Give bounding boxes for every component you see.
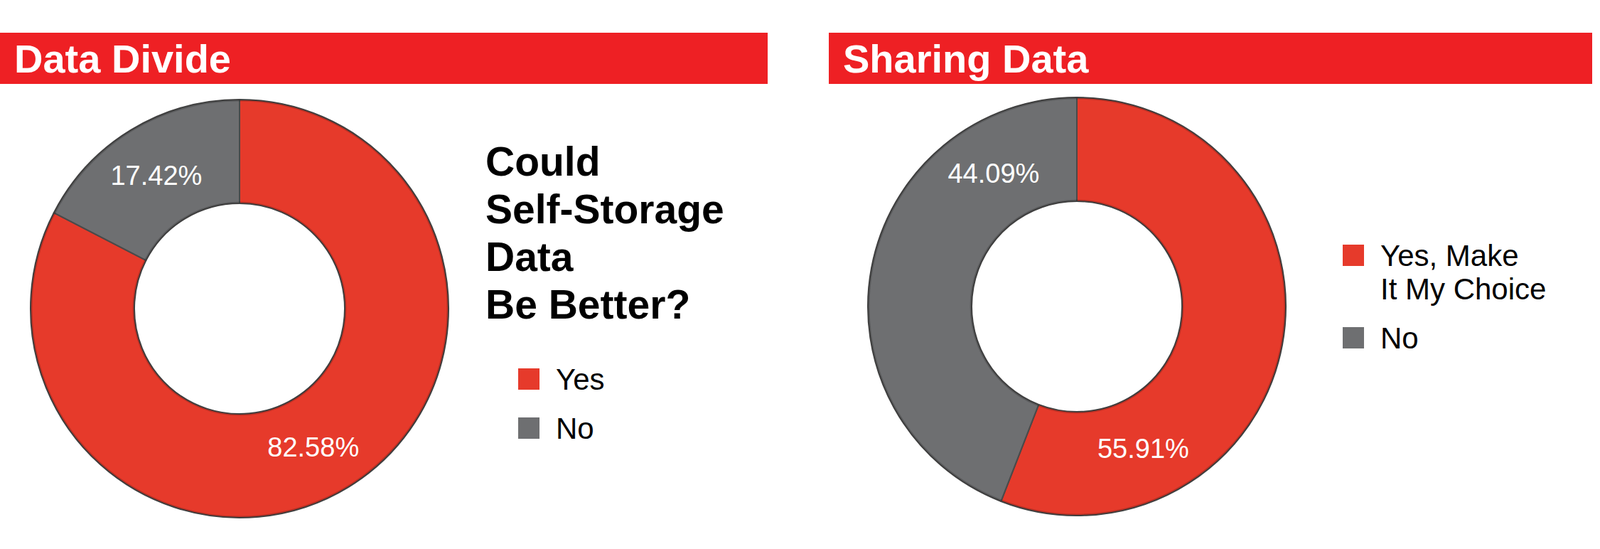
legend-label: Yes	[555, 362, 605, 396]
legend-label-line: Yes, Make	[1380, 238, 1519, 273]
legend-label: No	[1380, 321, 1419, 355]
legend-label: Yes, MakeIt My Choice	[1380, 238, 1546, 306]
legend: Yes No	[518, 362, 605, 445]
data-label: 44.09%	[947, 158, 1040, 189]
chart-title: Data Divide	[14, 36, 232, 82]
data-label: 55.91%	[1097, 433, 1190, 464]
data-label: 17.42%	[110, 160, 202, 191]
rim	[970, 200, 1183, 413]
slices	[30, 99, 449, 518]
subtitle-line: Self-Storage	[485, 186, 725, 232]
rim	[133, 202, 346, 415]
subtitle: CouldSelf-StorageDataBe Better?	[485, 138, 725, 327]
subtitle-line: Be Better?	[485, 281, 691, 327]
legend-label: No	[555, 411, 595, 445]
legend-swatch	[1342, 326, 1365, 349]
chart-title: Sharing Data	[843, 36, 1089, 82]
subtitle-line: Could	[485, 138, 600, 185]
legend-label-line: Yes	[555, 362, 605, 396]
legend: Yes, MakeIt My Choice No	[1342, 238, 1546, 355]
title-bar	[0, 32, 768, 84]
chart-canvas: Data Divide 82.58% 17.42% CouldSelf-Storage…	[0, 0, 1600, 549]
chart: Data Divide 82.58% 17.42% CouldSelf-Storage…	[0, 32, 768, 518]
legend-swatch	[518, 368, 540, 390]
legend-swatch	[518, 417, 540, 439]
slice	[30, 99, 449, 518]
slice	[54, 99, 240, 261]
title-bar	[828, 32, 1593, 84]
subtitle-line: Data	[485, 233, 575, 280]
background	[0, 0, 1600, 549]
data-label: 82.58%	[267, 432, 359, 463]
slice	[867, 97, 1077, 502]
slices	[867, 97, 1286, 516]
legend-swatch	[1342, 244, 1365, 266]
rim	[31, 100, 448, 517]
legend-label-line: No	[555, 411, 595, 445]
chart: Sharing Data 55.91% 44.09% Yes, MakeIt My C…	[828, 32, 1593, 516]
legend-label-line: No	[1380, 321, 1419, 355]
legend-label-line: It My Choice	[1380, 272, 1546, 306]
rim	[868, 98, 1286, 515]
